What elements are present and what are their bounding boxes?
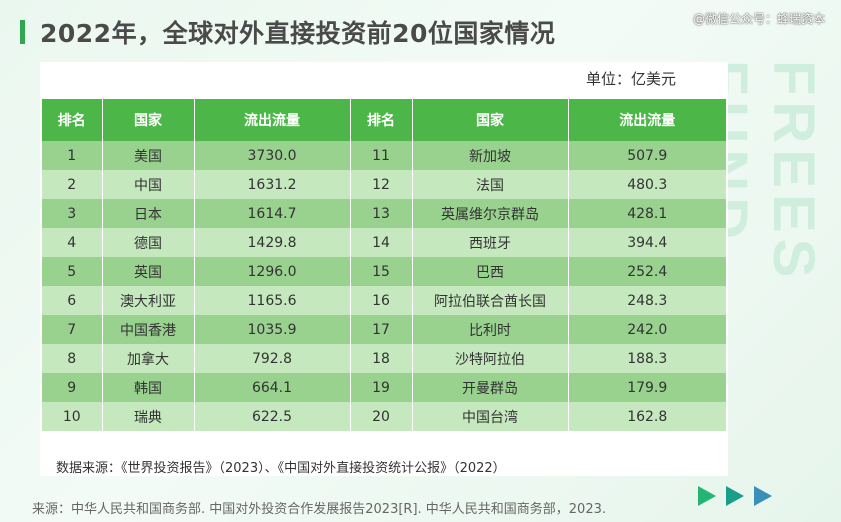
cell-country-left: 美国 (102, 141, 195, 170)
cell-outflow-right: 428.1 (568, 199, 726, 228)
cell-country-left: 瑞典 (102, 402, 195, 431)
cell-outflow-left: 1165.6 (194, 286, 351, 315)
cell-outflow-right: 248.3 (568, 286, 726, 315)
cell-rank-right: 13 (350, 199, 413, 228)
cell-rank-left: 10 (42, 402, 103, 431)
cell-outflow-left: 3730.0 (194, 141, 351, 170)
table-header-row: 排名 国家 流出流量 排名 国家 流出流量 (42, 99, 726, 141)
arrow-icons (698, 486, 772, 506)
cell-outflow-right: 252.4 (568, 257, 726, 286)
arrow-icon-1 (698, 486, 716, 506)
table-row: 5 英国 1296.0 15 巴西 252.4 (42, 257, 726, 286)
wechat-credit: @微信公众号：蜂瑞资本 (692, 12, 825, 26)
header-rank-1: 排名 (42, 99, 103, 141)
cell-rank-right: 16 (350, 286, 413, 315)
cell-country-left: 中国香港 (102, 315, 195, 344)
cell-country-right: 新加坡 (412, 141, 569, 170)
cell-outflow-right: 480.3 (568, 170, 726, 199)
cell-outflow-left: 1429.8 (194, 228, 351, 257)
cell-rank-right: 19 (350, 373, 413, 402)
cell-outflow-left: 1631.2 (194, 170, 351, 199)
table-row: 4 德国 1429.8 14 西班牙 394.4 (42, 228, 726, 257)
table-row: 9 韩国 664.1 19 开曼群岛 179.9 (42, 373, 726, 402)
cell-country-right: 比利时 (412, 315, 569, 344)
table-row: 1 美国 3730.0 11 新加坡 507.9 (42, 141, 726, 170)
ranking-table: 排名 国家 流出流量 排名 国家 流出流量 1 美国 3730.0 11 新加坡 507.… (42, 99, 726, 431)
table-row: 8 加拿大 792.8 18 沙特阿拉伯 188.3 (42, 344, 726, 373)
cell-country-right: 法国 (412, 170, 569, 199)
cell-outflow-left: 664.1 (194, 373, 351, 402)
cell-rank-right: 17 (350, 315, 413, 344)
cell-country-left: 韩国 (102, 373, 195, 402)
cell-country-right: 沙特阿拉伯 (412, 344, 569, 373)
cell-rank-left: 7 (42, 315, 103, 344)
page-title: 2022年，全球对外直接投资前20位国家情况 (40, 19, 556, 48)
cell-rank-right: 18 (350, 344, 413, 373)
table-row: 6 澳大利亚 1165.6 16 阿拉伯联合酋长国 248.3 (42, 286, 726, 315)
arrow-icon-3 (754, 486, 772, 506)
cell-country-left: 英国 (102, 257, 195, 286)
cell-country-left: 德国 (102, 228, 195, 257)
header-rank-2: 排名 (350, 99, 413, 141)
cell-rank-right: 20 (350, 402, 413, 431)
cell-outflow-left: 622.5 (194, 402, 351, 431)
cell-outflow-left: 792.8 (194, 344, 351, 373)
cell-country-right: 中国台湾 (412, 402, 569, 431)
cell-outflow-right: 179.9 (568, 373, 726, 402)
header-outflow-2: 流出流量 (568, 99, 726, 141)
cell-country-right: 西班牙 (412, 228, 569, 257)
cell-rank-right: 15 (350, 257, 413, 286)
cell-country-right: 英属维尔京群岛 (412, 199, 569, 228)
title-accent-bar (20, 20, 25, 44)
cell-rank-left: 2 (42, 170, 103, 199)
cell-rank-right: 11 (350, 141, 413, 170)
table-row: 3 日本 1614.7 13 英属维尔京群岛 428.1 (42, 199, 726, 228)
cell-outflow-left: 1296.0 (194, 257, 351, 286)
cell-country-left: 加拿大 (102, 344, 195, 373)
header-outflow-1: 流出流量 (194, 99, 351, 141)
table-row: 7 中国香港 1035.9 17 比利时 242.0 (42, 315, 726, 344)
cell-rank-left: 5 (42, 257, 103, 286)
cell-rank-left: 8 (42, 344, 103, 373)
table-row: 2 中国 1631.2 12 法国 480.3 (42, 170, 726, 199)
cell-rank-left: 4 (42, 228, 103, 257)
cell-rank-left: 6 (42, 286, 103, 315)
cell-outflow-right: 507.9 (568, 141, 726, 170)
cell-outflow-right: 188.3 (568, 344, 726, 373)
cell-outflow-right: 242.0 (568, 315, 726, 344)
source-citation: 来源：中华人民共和国商务部. 中国对外投资合作发展报告2023[R]. 中华人民… (32, 502, 607, 517)
cell-country-right: 开曼群岛 (412, 373, 569, 402)
cell-outflow-right: 162.8 (568, 402, 726, 431)
cell-rank-left: 9 (42, 373, 103, 402)
table-card: 单位：亿美元 排名 国家 流出流量 排名 国家 流出流量 1 美国 3730.0 11… (40, 62, 728, 476)
cell-outflow-left: 1614.7 (194, 199, 351, 228)
table-body: 1 美国 3730.0 11 新加坡 507.9 2 中国 1631.2 12 法国 480.3 3 日本… (42, 141, 726, 431)
data-source-note: 数据来源：《世界投资报告》（2023）、《中国对外直接投资统计公报》（2022） (56, 461, 506, 476)
cell-outflow-right: 394.4 (568, 228, 726, 257)
table-row: 10 瑞典 622.5 20 中国台湾 162.8 (42, 402, 726, 431)
header-country-2: 国家 (412, 99, 569, 141)
cell-country-left: 日本 (102, 199, 195, 228)
cell-country-right: 巴西 (412, 257, 569, 286)
cell-rank-right: 12 (350, 170, 413, 199)
cell-country-left: 中国 (102, 170, 195, 199)
header-country-1: 国家 (102, 99, 195, 141)
cell-rank-left: 3 (42, 199, 103, 228)
cell-country-left: 澳大利亚 (102, 286, 195, 315)
unit-label: 单位：亿美元 (585, 70, 676, 88)
cell-rank-right: 14 (350, 228, 413, 257)
cell-rank-left: 1 (42, 141, 103, 170)
cell-outflow-left: 1035.9 (194, 315, 351, 344)
arrow-icon-2 (726, 486, 744, 506)
brand-watermark: FREES FUND (694, 60, 826, 284)
cell-country-right: 阿拉伯联合酋长国 (412, 286, 569, 315)
